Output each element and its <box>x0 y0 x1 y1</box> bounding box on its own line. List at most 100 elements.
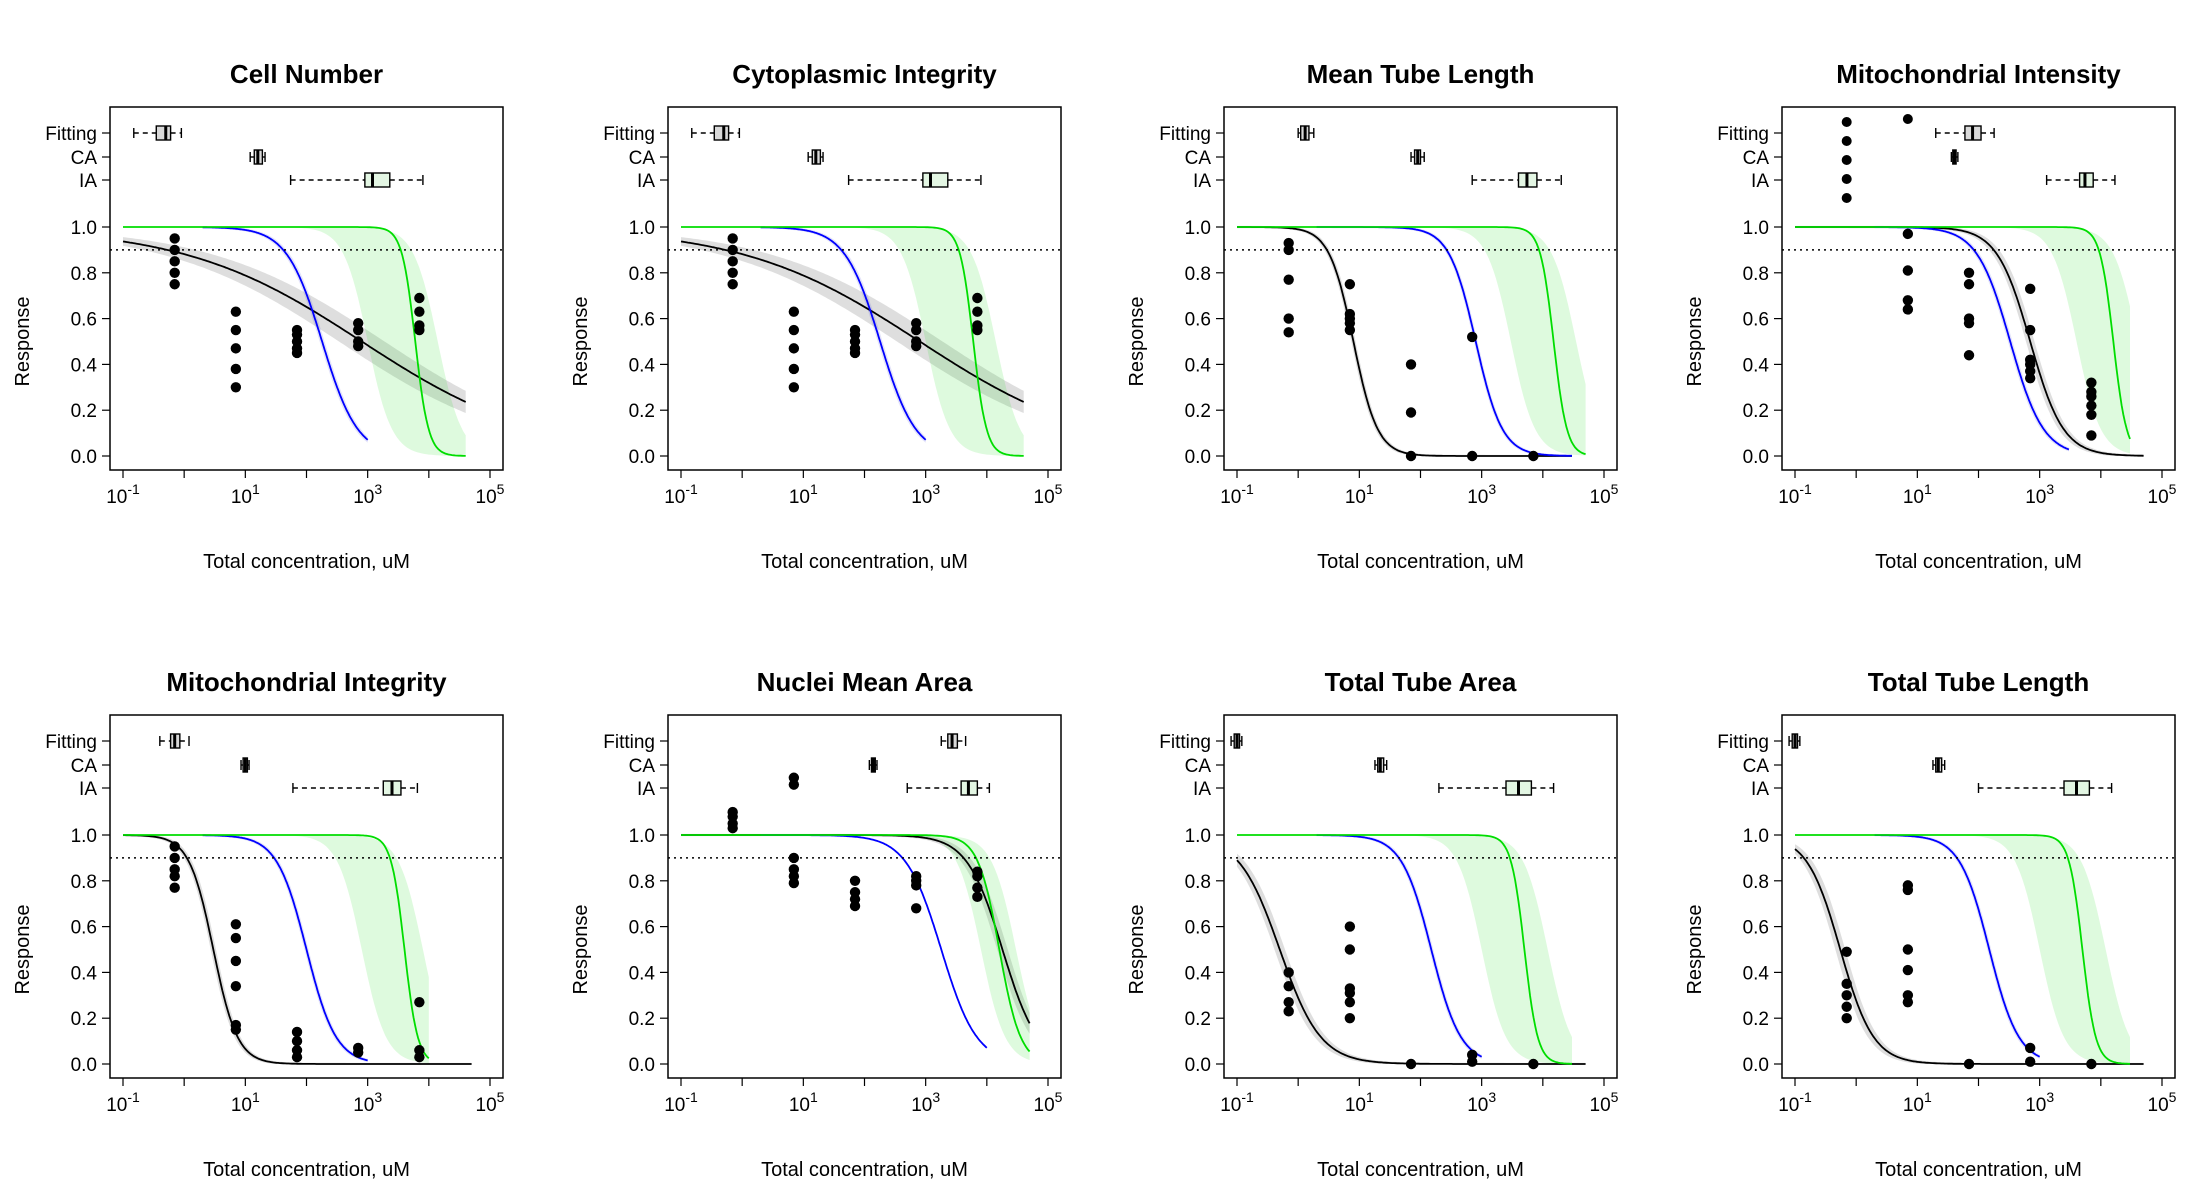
y-tick-label: 1.0 <box>71 826 97 847</box>
x-tick-label: 103 <box>353 481 382 508</box>
data-point <box>788 382 800 393</box>
data-point <box>1466 450 1478 462</box>
box-label: IA <box>79 779 97 800</box>
confidence-band <box>1795 835 2130 1064</box>
x-axis-label: Total concentration, uM <box>761 1159 968 1181</box>
confidence-band <box>1874 225 2069 452</box>
y-tick-label: 1.0 <box>1185 826 1211 847</box>
box-label: CA <box>1185 756 1212 777</box>
x-tick-label: 105 <box>476 1089 505 1116</box>
y-tick-label: 0.0 <box>71 447 97 468</box>
data-point <box>972 871 983 882</box>
y-tick-label: 0.4 <box>629 963 656 984</box>
data-point <box>788 877 800 889</box>
x-axis-label: Total concentration, uM <box>761 551 968 573</box>
chart-title: Cell Number <box>230 59 383 89</box>
data-point <box>1344 987 1356 999</box>
x-tick-label: 103 <box>911 1089 940 1116</box>
confidence-band <box>1237 835 1572 1064</box>
confidence-band <box>123 835 429 1064</box>
x-tick-label: 105 <box>1034 481 1063 508</box>
series-line <box>681 226 1024 457</box>
data-point <box>1344 996 1356 1008</box>
data-point <box>788 779 800 790</box>
plot-body <box>681 833 1031 1060</box>
y-tick-label: 0.8 <box>71 264 97 285</box>
data-point <box>169 882 180 893</box>
data-point <box>291 1026 303 1038</box>
y-axis-label: Response <box>1684 904 1706 994</box>
data-point <box>2086 377 2097 388</box>
boxplot <box>1438 780 1555 796</box>
data-point <box>291 1051 303 1063</box>
y-tick-label: 0.2 <box>1185 1009 1211 1030</box>
data-point <box>1283 980 1294 992</box>
x-axis-label: Total concentration, uM <box>1875 551 2082 573</box>
x-tick-label: 10-1 <box>106 1089 140 1116</box>
data-point <box>2024 1056 2036 1067</box>
y-tick-label: 0.4 <box>629 355 656 376</box>
data-point <box>972 882 983 893</box>
data-point <box>1902 304 1914 315</box>
data-point <box>1283 313 1294 324</box>
y-axis-label: Response <box>570 904 592 994</box>
data-point <box>910 880 922 891</box>
y-tick-label: 0.8 <box>629 872 655 893</box>
data-point <box>788 363 800 375</box>
y-tick-label: 0.2 <box>71 1009 97 1030</box>
data-point <box>727 822 738 834</box>
y-tick-label: 1.0 <box>629 218 655 239</box>
x-tick-label: 105 <box>1590 1089 1619 1116</box>
boxplot <box>1841 114 1995 203</box>
y-axis-label: Response <box>12 296 34 386</box>
boxplot <box>1297 125 1315 141</box>
chart-title: Mean Tube Length <box>1307 59 1535 89</box>
box-label: Fitting <box>1717 124 1769 145</box>
confidence-band <box>1237 227 1586 456</box>
chart-title: Mitochondrial Intensity <box>1836 59 2121 89</box>
plot-body <box>123 834 472 1065</box>
plot-body <box>680 226 1025 457</box>
y-tick-label: 1.0 <box>1743 826 1769 847</box>
y-axis-label: Response <box>1126 904 1148 994</box>
y-tick-label: 0.0 <box>629 447 655 468</box>
plot-frame <box>109 714 504 1079</box>
series-line <box>1237 226 1586 456</box>
data-point <box>1283 967 1294 978</box>
y-tick-label: 0.2 <box>71 401 97 422</box>
boxplot <box>807 149 824 165</box>
data-point <box>169 871 180 882</box>
data-point <box>169 256 180 267</box>
x-tick-label: 101 <box>231 481 260 508</box>
x-tick-label: 105 <box>476 481 505 508</box>
y-tick-label: 0.6 <box>629 310 655 331</box>
data-point <box>727 267 738 278</box>
data-point <box>727 244 738 256</box>
plot-body <box>122 226 467 457</box>
data-point <box>414 292 425 304</box>
y-tick-label: 0.8 <box>1185 872 1211 893</box>
y-tick-label: 0.4 <box>1743 355 1770 376</box>
data-point <box>1902 996 1914 1008</box>
data-point <box>1466 331 1478 343</box>
series-line <box>1316 834 1483 1058</box>
x-tick-label: 10-1 <box>664 481 698 508</box>
data-point <box>291 1035 303 1047</box>
data-point <box>414 324 425 336</box>
data-point <box>1841 1001 1852 1012</box>
y-tick-label: 0.6 <box>71 310 97 331</box>
data-point <box>972 292 983 304</box>
data-point <box>1283 274 1294 285</box>
data-point <box>169 852 180 864</box>
x-axis-label: Total concentration, uM <box>1317 1159 1524 1181</box>
data-point <box>1902 228 1914 240</box>
data-point <box>1405 1058 1417 1070</box>
series-line <box>680 240 1025 403</box>
y-tick-label: 0.6 <box>1743 918 1769 939</box>
data-point <box>1344 324 1356 336</box>
y-tick-label: 0.8 <box>1743 872 1769 893</box>
confidence-band <box>681 227 1024 456</box>
